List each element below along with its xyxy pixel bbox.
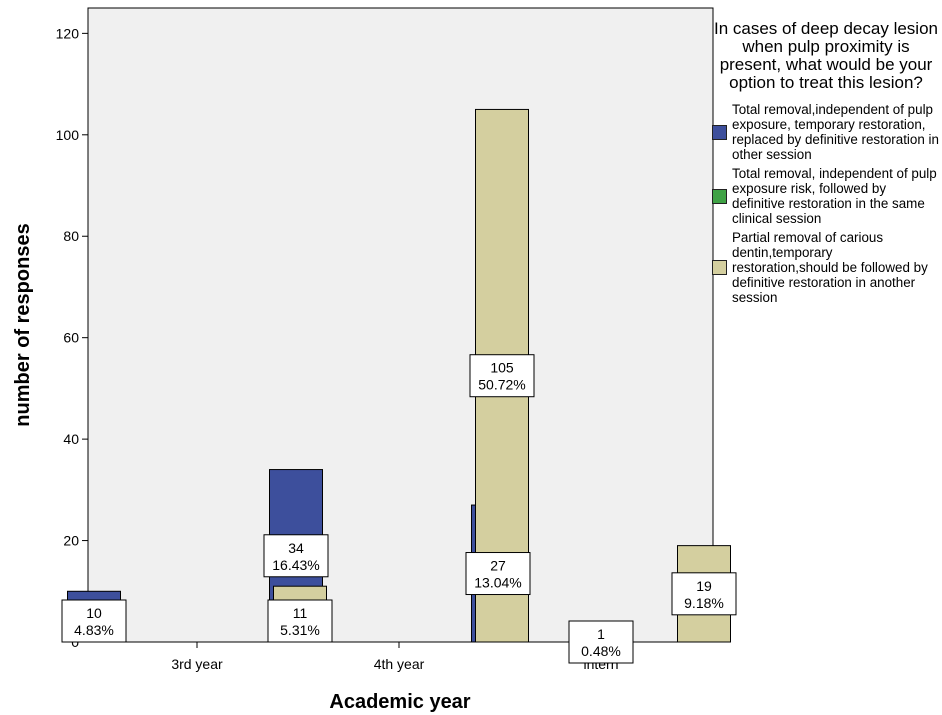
legend-item: Total removal,independent of pulp exposu…	[712, 102, 940, 162]
y-tick-label: 100	[56, 127, 80, 143]
data-label-box	[568, 620, 634, 664]
data-label-count: 19	[696, 578, 712, 594]
x-axis: 3rd year 4th year intern	[171, 642, 619, 672]
legend-item: Total removal, independent of pulp expos…	[712, 166, 940, 226]
legend-items: Total removal,independent of pulp exposu…	[712, 102, 940, 305]
legend: In cases of deep decay lesion when pulp …	[712, 20, 940, 309]
x-tick-label: 3rd year	[171, 656, 223, 672]
data-label-count: 10	[86, 605, 102, 621]
data-label-percent: 16.43%	[272, 557, 319, 573]
data-label-count: 11	[293, 605, 308, 621]
legend-item: Partial removal of carious dentin,tempor…	[712, 230, 940, 305]
data-label-percent: 5.31%	[280, 622, 320, 638]
x-axis-title: Academic year	[329, 691, 470, 713]
data-label-box	[469, 354, 535, 398]
legend-swatch	[712, 124, 727, 140]
y-axis: 020406080100120	[56, 25, 88, 650]
data-label-box	[267, 599, 333, 643]
data-label-box	[671, 572, 737, 616]
data-label-percent: 0.48%	[581, 643, 621, 659]
y-axis-title: number of responses	[12, 223, 34, 426]
legend-swatch	[712, 188, 727, 204]
data-label-count: 34	[288, 540, 304, 556]
y-tick-label: 60	[63, 330, 79, 346]
data-label-percent: 9.18%	[684, 595, 724, 611]
data-label-count: 27	[490, 558, 506, 574]
y-tick-label: 20	[63, 533, 79, 549]
x-tick-label: 4th year	[374, 656, 425, 672]
data-label-percent: 4.83%	[74, 622, 114, 638]
y-tick-label: 120	[56, 25, 80, 41]
legend-label: Total removal,independent of pulp exposu…	[732, 102, 939, 162]
data-label-box	[263, 534, 329, 578]
legend-swatch	[712, 260, 727, 275]
data-label-count: 1	[597, 626, 605, 642]
data-label-box	[61, 599, 127, 643]
legend-title: In cases of deep decay lesion when pulp …	[714, 19, 938, 92]
data-label-count: 105	[490, 360, 514, 376]
legend-label: Partial removal of carious dentin,tempor…	[732, 230, 928, 305]
data-label-percent: 13.04%	[474, 575, 521, 591]
plot-area	[87, 7, 714, 643]
legend-label: Total removal, independent of pulp expos…	[732, 166, 937, 226]
data-label-box	[465, 552, 531, 596]
y-tick-label: 80	[63, 228, 79, 244]
y-tick-label: 40	[63, 431, 79, 447]
data-label-percent: 50.72%	[478, 377, 525, 393]
